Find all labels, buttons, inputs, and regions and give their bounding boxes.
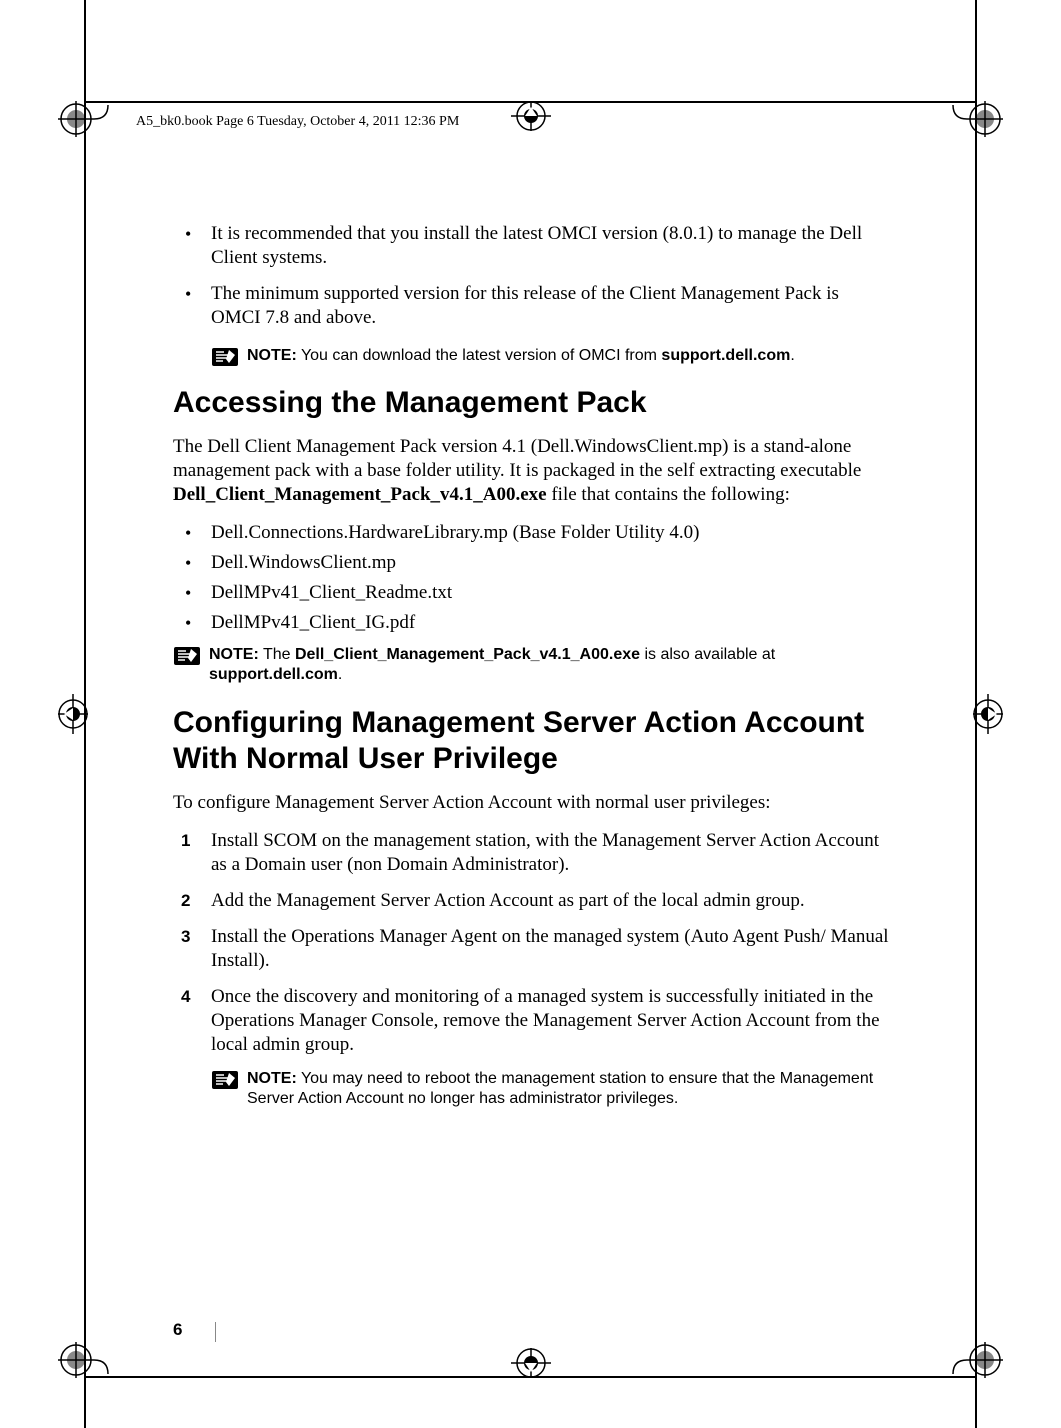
note-body: The xyxy=(259,646,295,663)
heading-configuring: Configuring Management Server Action Acc… xyxy=(173,705,893,777)
file-list: •Dell.Connections.HardwareLibrary.mp (Ba… xyxy=(173,521,893,635)
para-text: file that contains the following: xyxy=(547,484,790,505)
list-item: •Dell.WindowsClient.mp xyxy=(173,551,893,575)
paragraph: To configure Management Server Action Ac… xyxy=(173,791,893,815)
bullet-icon: • xyxy=(173,551,211,575)
page-content: • It is recommended that you install the… xyxy=(173,222,893,1127)
note-body: is also available at xyxy=(640,646,775,663)
note-filename: Dell_Client_Management_Pack_v4.1_A00.exe xyxy=(295,646,640,663)
bullet-icon: • xyxy=(173,581,211,605)
note-body: You may need to reboot the management st… xyxy=(247,1070,873,1107)
list-item-text: It is recommended that you install the l… xyxy=(211,222,893,270)
list-item: 3Install the Operations Manager Agent on… xyxy=(173,925,893,973)
step-text: Once the discovery and monitoring of a m… xyxy=(211,985,893,1057)
para-text: The Dell Client Management Pack version … xyxy=(173,436,861,481)
list-item: 4Once the discovery and monitoring of a … xyxy=(173,985,893,1057)
note-suffix: . xyxy=(790,347,794,364)
step-number: 1 xyxy=(173,829,211,877)
bullet-icon: • xyxy=(173,282,211,330)
step-number: 2 xyxy=(173,889,211,913)
note-body: You can download the latest version of O… xyxy=(297,347,662,364)
step-number: 3 xyxy=(173,925,211,973)
list-item-text: The minimum supported version for this r… xyxy=(211,282,893,330)
note-text: NOTE: You can download the latest versio… xyxy=(247,346,795,366)
heading-accessing: Accessing the Management Pack xyxy=(173,385,893,421)
note-label: NOTE: xyxy=(209,646,259,663)
list-item: •Dell.Connections.HardwareLibrary.mp (Ba… xyxy=(173,521,893,545)
bullet-icon: • xyxy=(173,521,211,545)
note-label: NOTE: xyxy=(247,1070,297,1087)
para-filename: Dell_Client_Management_Pack_v4.1_A00.exe xyxy=(173,484,547,505)
bullet-icon: • xyxy=(173,222,211,270)
page-header-text: A5_bk0.book Page 6 Tuesday, October 4, 2… xyxy=(136,114,459,130)
bullet-icon: • xyxy=(173,611,211,635)
note-icon xyxy=(211,1070,239,1090)
page-number-divider xyxy=(215,1322,216,1342)
note-icon xyxy=(211,347,239,367)
list-item-text: Dell.Connections.HardwareLibrary.mp (Bas… xyxy=(211,521,893,545)
list-item: •DellMPv41_Client_IG.pdf xyxy=(173,611,893,635)
note-row: NOTE: You can download the latest versio… xyxy=(211,346,893,367)
step-text: Install SCOM on the management station, … xyxy=(211,829,893,877)
note-row: NOTE: You may need to reboot the managem… xyxy=(211,1069,893,1109)
note-text: NOTE: You may need to reboot the managem… xyxy=(247,1069,893,1109)
page-bottom-line xyxy=(84,1376,977,1378)
note-icon xyxy=(173,646,201,666)
list-item: • It is recommended that you install the… xyxy=(173,222,893,270)
list-item-text: Dell.WindowsClient.mp xyxy=(211,551,893,575)
note-link: support.dell.com xyxy=(209,666,338,683)
crop-mark-right-center-icon xyxy=(973,694,1003,734)
note-text: NOTE: The Dell_Client_Management_Pack_v4… xyxy=(209,645,893,685)
step-number: 4 xyxy=(173,985,211,1057)
note-label: NOTE: xyxy=(247,347,297,364)
list-item: 2Add the Management Server Action Accoun… xyxy=(173,889,893,913)
note-suffix: . xyxy=(338,666,342,683)
list-item: • The minimum supported version for this… xyxy=(173,282,893,330)
note-row: NOTE: The Dell_Client_Management_Pack_v4… xyxy=(173,645,893,685)
list-item: 1Install SCOM on the management station,… xyxy=(173,829,893,877)
paragraph: The Dell Client Management Pack version … xyxy=(173,435,893,507)
list-item-text: DellMPv41_Client_IG.pdf xyxy=(211,611,893,635)
step-text: Add the Management Server Action Account… xyxy=(211,889,893,913)
list-item: •DellMPv41_Client_Readme.txt xyxy=(173,581,893,605)
step-text: Install the Operations Manager Agent on … xyxy=(211,925,893,973)
list-item-text: DellMPv41_Client_Readme.txt xyxy=(211,581,893,605)
note-link: support.dell.com xyxy=(661,347,790,364)
steps-list: 1Install SCOM on the management station,… xyxy=(173,829,893,1057)
page-number: 6 xyxy=(173,1320,182,1340)
page-top-line xyxy=(84,101,977,103)
intro-bullet-list: • It is recommended that you install the… xyxy=(173,222,893,330)
